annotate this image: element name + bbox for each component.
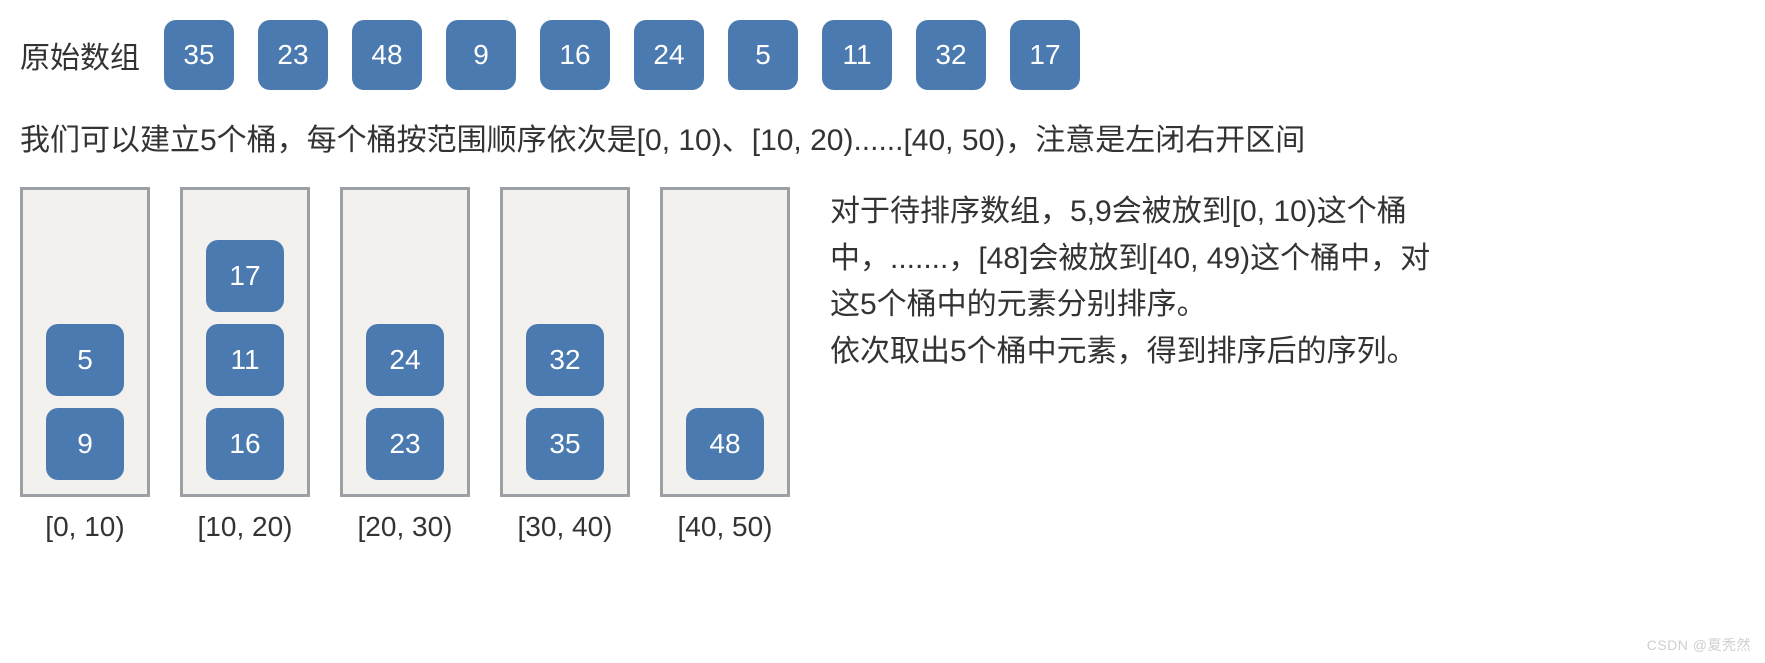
bucket-box: 5 9 <box>20 187 150 497</box>
bucket-item: 5 <box>46 324 124 396</box>
array-cell: 23 <box>258 20 328 90</box>
array-cell: 48 <box>352 20 422 90</box>
bucket-column: 32 35 [30, 40) <box>500 187 630 543</box>
bucket-range-label: [30, 40) <box>518 511 613 543</box>
bucket-item: 16 <box>206 408 284 480</box>
bucket-setup-description: 我们可以建立5个桶，每个桶按范围顺序依次是[0, 10)、[10, 20)...… <box>20 118 1745 163</box>
bucket-item: 35 <box>526 408 604 480</box>
bucket-range-label: [10, 20) <box>198 511 293 543</box>
explanation-line-1: 对于待排序数组，5,9会被放到[0, 10)这个桶中，.......，[48]会… <box>830 195 1430 321</box>
bucket-item: 23 <box>366 408 444 480</box>
bucket-item: 9 <box>46 408 124 480</box>
original-array-label: 原始数组 <box>20 33 140 77</box>
bucket-item: 17 <box>206 240 284 312</box>
array-cell: 32 <box>916 20 986 90</box>
bucket-item: 11 <box>206 324 284 396</box>
watermark-text: CSDN @夏秃然 <box>1647 635 1751 655</box>
bucket-range-label: [20, 30) <box>358 511 453 543</box>
bucket-range-label: [0, 10) <box>45 511 124 543</box>
bucket-column: 48 [40, 50) <box>660 187 790 543</box>
bucket-box: 48 <box>660 187 790 497</box>
bucket-item: 48 <box>686 408 764 480</box>
array-cell: 35 <box>164 20 234 90</box>
bucket-column: 24 23 [20, 30) <box>340 187 470 543</box>
original-array-row: 原始数组 35 23 48 9 16 24 5 11 32 17 <box>20 20 1745 90</box>
bucket-column: 17 11 16 [10, 20) <box>180 187 310 543</box>
bucket-box: 17 11 16 <box>180 187 310 497</box>
original-array-cells: 35 23 48 9 16 24 5 11 32 17 <box>164 20 1080 90</box>
bucket-item: 24 <box>366 324 444 396</box>
explanation-text: 对于待排序数组，5,9会被放到[0, 10)这个桶中，.......，[48]会… <box>830 189 1450 375</box>
array-cell: 9 <box>446 20 516 90</box>
explanation-line-2: 依次取出5个桶中元素，得到排序后的序列。 <box>830 335 1417 368</box>
bucket-box: 32 35 <box>500 187 630 497</box>
array-cell: 5 <box>728 20 798 90</box>
array-cell: 16 <box>540 20 610 90</box>
bucket-box: 24 23 <box>340 187 470 497</box>
bucket-range-label: [40, 50) <box>678 511 773 543</box>
bucket-item: 32 <box>526 324 604 396</box>
array-cell: 11 <box>822 20 892 90</box>
bucket-column: 5 9 [0, 10) <box>20 187 150 543</box>
buckets-and-explain: 5 9 [0, 10) 17 11 16 [10, 20) 24 23 [20,… <box>20 187 1745 543</box>
array-cell: 17 <box>1010 20 1080 90</box>
buckets-area: 5 9 [0, 10) 17 11 16 [10, 20) 24 23 [20,… <box>20 187 790 543</box>
array-cell: 24 <box>634 20 704 90</box>
